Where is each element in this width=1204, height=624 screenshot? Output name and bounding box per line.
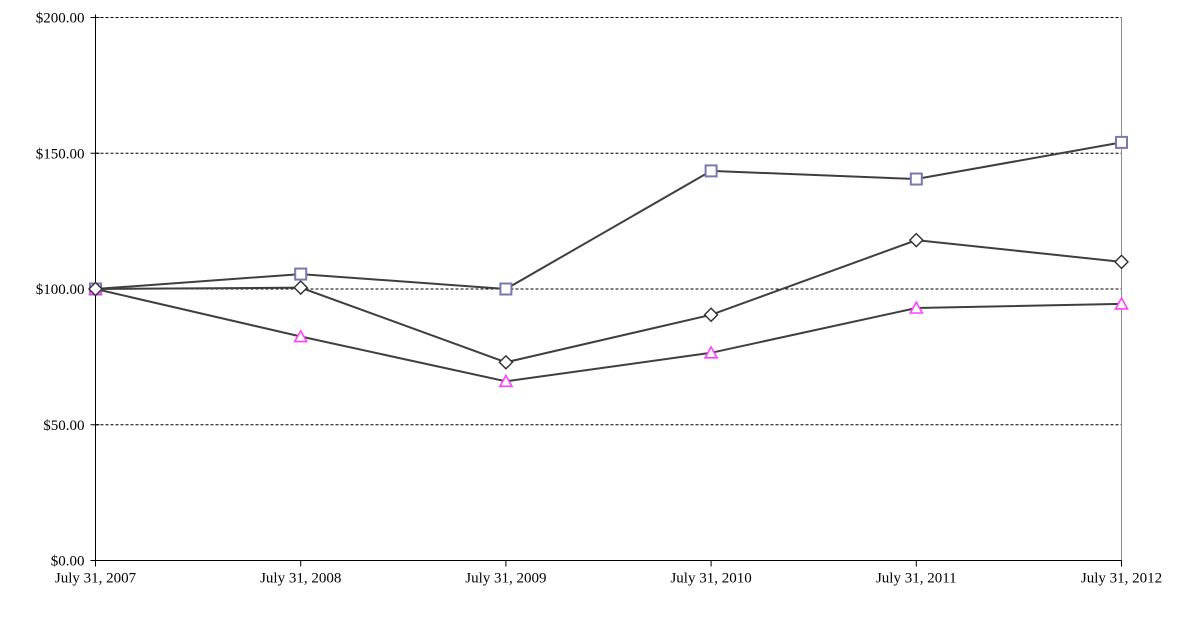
x-tick-label: July 31, 2007 (55, 571, 137, 587)
marker-square (499, 282, 513, 296)
y-tick-label: $150.00 (36, 146, 85, 162)
y-tick-label: $100.00 (36, 282, 85, 298)
marker-triangle (1114, 296, 1129, 310)
marker-diamond (498, 354, 514, 370)
marker-triangle (498, 373, 514, 388)
marker-diamond (293, 280, 309, 296)
marker-diamond (908, 232, 924, 248)
y-tick-label: $0.00 (51, 554, 85, 570)
marker-square (294, 267, 308, 281)
marker-square (1115, 135, 1128, 149)
x-tick-label: July 31, 2010 (670, 571, 751, 587)
y-tick-label: $200.00 (36, 11, 85, 27)
x-tick-label: July 31, 2012 (1081, 571, 1162, 587)
marker-diamond (88, 281, 103, 297)
marker-triangle (908, 300, 924, 314)
x-tick-label: July 31, 2009 (465, 571, 546, 587)
y-tick-label: $50.00 (43, 418, 84, 434)
marker-square (704, 164, 718, 178)
x-tick-label: July 31, 2008 (260, 571, 341, 587)
series-line-square (95, 141, 1122, 291)
marker-square (909, 172, 923, 186)
marker-triangle (293, 329, 309, 343)
marker-diamond (703, 307, 719, 323)
marker-diamond (1114, 254, 1129, 270)
x-tick-label: July 31, 2011 (876, 571, 957, 587)
series-line-diamond (95, 239, 1122, 364)
marker-triangle (703, 345, 719, 359)
series-line-triangle (95, 288, 1122, 383)
